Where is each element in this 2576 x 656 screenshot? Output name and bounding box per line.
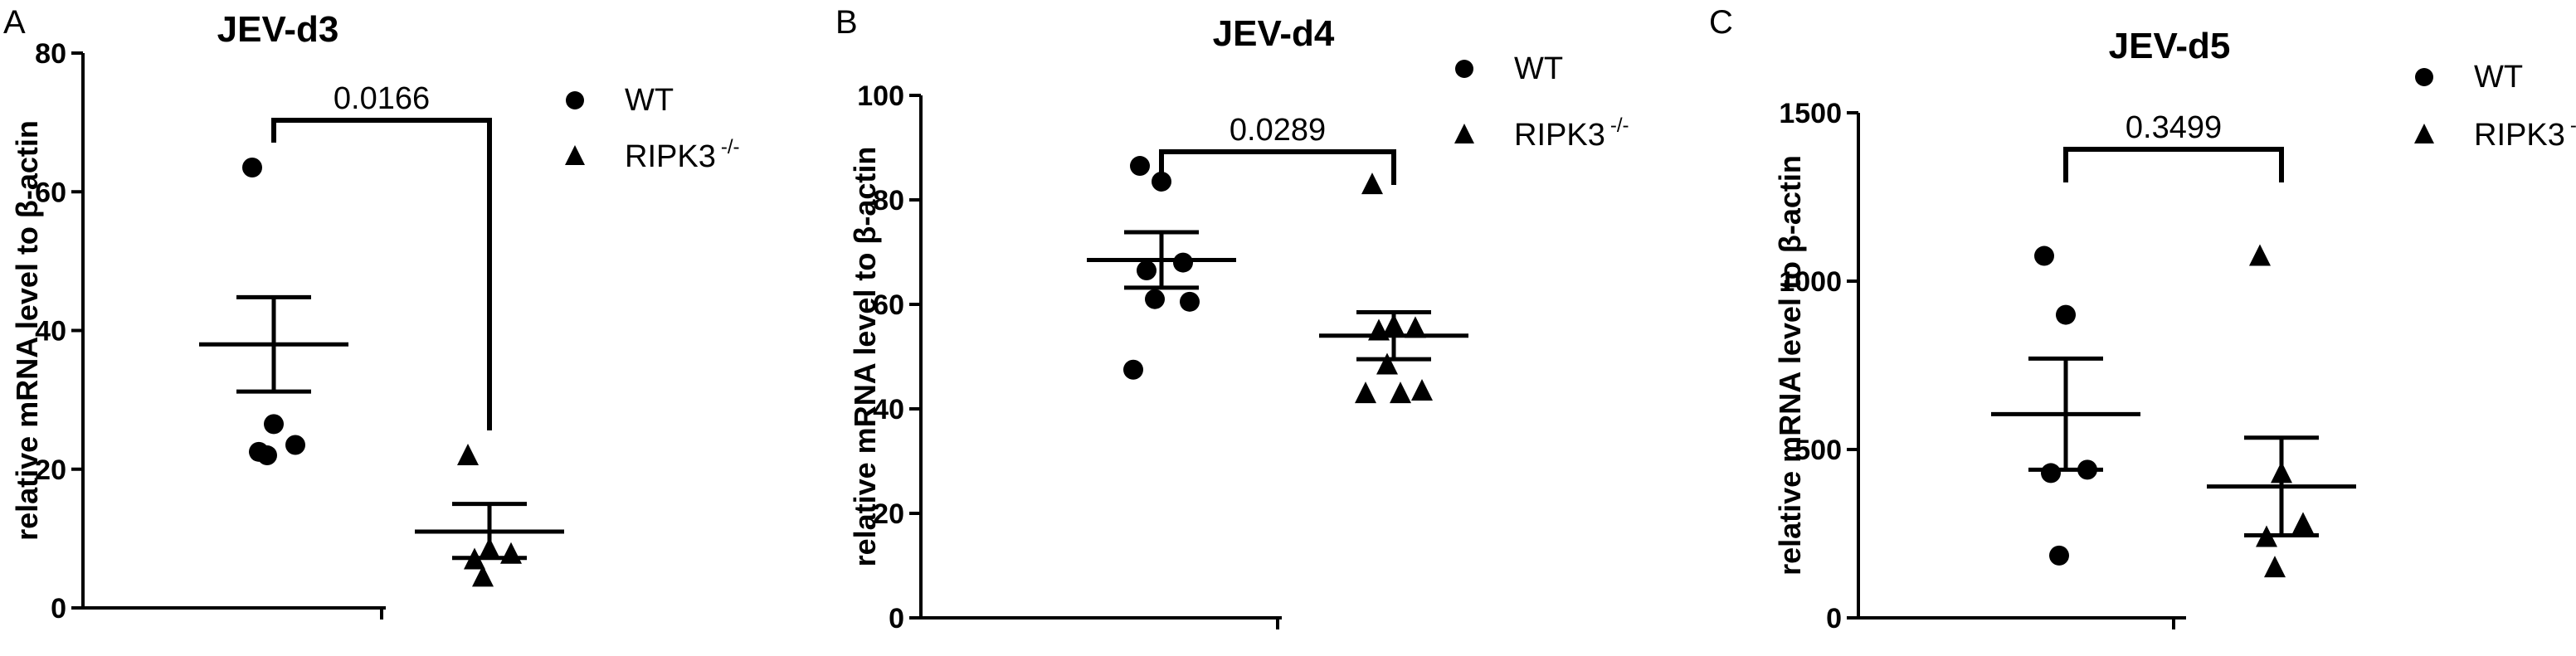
y-tick-label: 20 xyxy=(35,454,66,486)
data-point-circle xyxy=(1123,359,1143,380)
legend-label: WT xyxy=(625,83,674,118)
data-point-triangle xyxy=(2249,244,2271,266)
y-axis-label: relative mRNA level to β-actin xyxy=(10,120,44,541)
y-tick-label: 80 xyxy=(873,185,904,216)
y-tick-label: 60 xyxy=(873,289,904,321)
data-point-triangle xyxy=(2292,512,2314,534)
y-tick-label: 1500 xyxy=(1779,98,1842,129)
y-tick-label: 80 xyxy=(35,38,66,70)
data-point-triangle xyxy=(1376,352,1398,375)
panel-B: B JEV-d4 relative mRNA level to β-actin 0 20… xyxy=(835,4,1629,634)
chart-title: JEV-d4 xyxy=(1213,13,1335,54)
data-point-triangle xyxy=(457,444,479,466)
y-tick-label: 100 xyxy=(857,80,904,112)
legend-marker-circle xyxy=(1455,60,1473,78)
y-tick-label: 0 xyxy=(889,603,904,634)
data-point-circle xyxy=(264,414,284,435)
panel-letter: A xyxy=(3,4,26,41)
series-ripk3 xyxy=(2207,244,2356,578)
data-point-circle xyxy=(285,435,305,455)
series-wt xyxy=(199,157,348,466)
legend-marker-triangle xyxy=(2414,124,2434,143)
legend-marker-triangle xyxy=(565,145,585,165)
p-value-label: 0.0166 xyxy=(334,81,430,116)
legend: WT RIPK3-/- xyxy=(565,83,739,174)
panel-letter: C xyxy=(1709,4,1733,41)
legend-superscript: -/- xyxy=(721,136,740,158)
y-tick-label: 20 xyxy=(873,498,904,530)
legend-superscript: -/- xyxy=(2570,114,2576,137)
data-point-triangle xyxy=(2264,556,2286,578)
significance-bracket xyxy=(1159,149,1396,185)
panel-letter: B xyxy=(835,4,858,41)
legend-label: WT xyxy=(1514,51,1563,86)
panel-C: C JEV-d5 relative mRNA level to β-actin 0 50… xyxy=(1709,4,2576,634)
data-point-circle xyxy=(2041,463,2061,483)
series-wt xyxy=(1087,156,1236,380)
data-point-circle xyxy=(1130,156,1150,177)
data-point-circle xyxy=(1180,291,1200,312)
legend-label: WT xyxy=(2474,60,2523,95)
data-point-triangle xyxy=(500,542,522,564)
data-point-circle xyxy=(257,445,277,466)
data-point-circle xyxy=(2056,304,2076,325)
y-tick-label: 0 xyxy=(51,593,66,624)
legend: WT RIPK3-/- xyxy=(1454,51,1629,153)
legend-marker-triangle xyxy=(1454,124,1474,143)
data-point-circle xyxy=(1137,260,1157,281)
chart-title: JEV-d5 xyxy=(2109,26,2231,66)
series-ripk3 xyxy=(415,444,564,587)
p-value-label: 0.0289 xyxy=(1230,113,1326,148)
data-point-circle xyxy=(1173,252,1193,273)
series-ripk3 xyxy=(1319,173,1468,404)
data-point-triangle xyxy=(1361,173,1383,195)
data-point-triangle xyxy=(1390,381,1411,404)
y-tick-label: 40 xyxy=(873,394,904,425)
significance-bracket xyxy=(271,118,492,431)
y-tick-label: 0 xyxy=(1826,603,1842,634)
y-axis-label: relative mRNA level to β-actin xyxy=(1773,155,1807,576)
legend: WT RIPK3-/- xyxy=(2414,60,2576,153)
data-point-circle xyxy=(2034,245,2054,266)
chart-title: JEV-d3 xyxy=(217,9,339,50)
y-tick-label: 1000 xyxy=(1779,266,1842,298)
data-point-circle xyxy=(2049,545,2069,566)
legend-superscript: -/- xyxy=(1610,114,1629,137)
legend-label: RIPK3-/- xyxy=(1514,114,1629,153)
significance-bracket xyxy=(2063,147,2284,182)
panel-A: A JEV-d3 relative mRNA level to β-actin 0 20… xyxy=(3,4,739,624)
y-tick-label: 500 xyxy=(1794,435,1842,466)
legend-marker-circle xyxy=(566,91,584,109)
series-wt xyxy=(1991,245,2140,566)
data-point-triangle xyxy=(1411,378,1433,401)
y-axis-label: relative mRNA level to β-actin xyxy=(848,147,882,567)
y-tick-label: 40 xyxy=(35,316,66,347)
legend-label: RIPK3-/- xyxy=(625,136,739,174)
y-tick-label: 60 xyxy=(35,177,66,208)
legend-marker-circle xyxy=(2415,68,2433,86)
data-point-triangle xyxy=(1405,316,1426,338)
data-point-triangle xyxy=(472,565,494,587)
p-value-label: 0.3499 xyxy=(2126,110,2222,145)
data-point-triangle xyxy=(1355,381,1376,404)
data-point-circle xyxy=(242,157,262,177)
legend-label: RIPK3-/- xyxy=(2474,114,2576,153)
data-point-circle xyxy=(1145,289,1165,309)
